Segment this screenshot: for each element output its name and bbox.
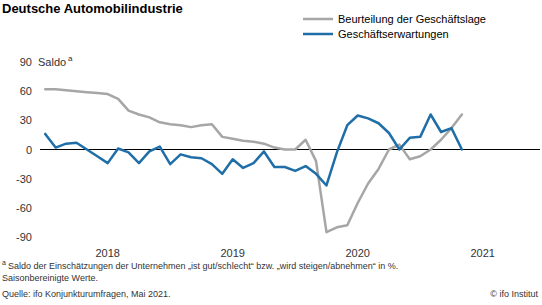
x-tick-label: 2018 <box>95 247 119 259</box>
series-line <box>45 115 462 186</box>
x-tick-label: 2019 <box>220 247 244 259</box>
title: Deutsche Automobilindustrie <box>2 1 183 16</box>
legend-swatch <box>303 33 333 36</box>
y-tick-label: -90 <box>16 231 32 243</box>
plot-area <box>45 89 462 232</box>
chart: Deutsche AutomobilindustrieSaldoa-90-60-… <box>0 0 542 305</box>
credit: © ifo Institut <box>490 289 538 299</box>
footnote-marker: a <box>2 259 6 266</box>
source: Quelle: ifo Konjunkturumfragen, Mai 2021… <box>2 289 171 299</box>
y-tick-label: 0 <box>26 144 32 156</box>
y-tick-label: -60 <box>16 202 32 214</box>
y-tick-label: 30 <box>20 114 32 126</box>
legend-label: Geschäftserwartungen <box>338 28 449 40</box>
y-tick-label: -30 <box>16 173 32 185</box>
x-tick-label: 2021 <box>470 247 494 259</box>
y-tick-label: 90 <box>20 56 32 68</box>
footnote: Saldo der Einschätzungen der Unternehmen… <box>8 261 398 271</box>
y-tick-label: 60 <box>20 85 32 97</box>
y-axis-label: Saldo <box>38 56 66 68</box>
note: Saisonbereinigte Werte. <box>2 273 98 283</box>
x-tick-label: 2020 <box>345 247 369 259</box>
legend-label: Beurteilung der Geschäftslage <box>338 13 486 25</box>
footnote-marker: a <box>68 54 73 63</box>
legend-swatch <box>303 18 333 21</box>
series-line <box>45 89 462 232</box>
